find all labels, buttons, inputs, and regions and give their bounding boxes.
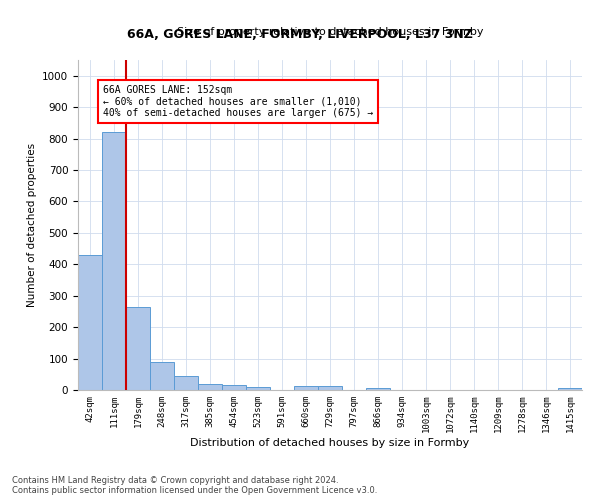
Text: Contains HM Land Registry data © Crown copyright and database right 2024.: Contains HM Land Registry data © Crown c… xyxy=(12,476,338,485)
Bar xyxy=(102,132,126,390)
Y-axis label: Number of detached properties: Number of detached properties xyxy=(26,143,37,307)
Bar xyxy=(222,386,246,390)
Bar xyxy=(126,306,150,390)
Bar xyxy=(78,255,102,390)
Bar xyxy=(246,387,270,390)
X-axis label: Distribution of detached houses by size in Formby: Distribution of detached houses by size … xyxy=(190,438,470,448)
Title: Size of property relative to detached houses in Formby: Size of property relative to detached ho… xyxy=(177,27,483,37)
Bar xyxy=(318,386,342,390)
Bar xyxy=(198,384,222,390)
Text: 66A, GORES LANE, FORMBY, LIVERPOOL, L37 3NZ: 66A, GORES LANE, FORMBY, LIVERPOOL, L37 … xyxy=(127,28,473,40)
Bar xyxy=(558,388,582,390)
Bar xyxy=(294,386,318,390)
Bar xyxy=(174,376,198,390)
Text: Contains public sector information licensed under the Open Government Licence v3: Contains public sector information licen… xyxy=(12,486,377,495)
Bar xyxy=(150,362,174,390)
Bar xyxy=(366,388,390,390)
Text: 66A GORES LANE: 152sqm
← 60% of detached houses are smaller (1,010)
40% of semi-: 66A GORES LANE: 152sqm ← 60% of detached… xyxy=(103,85,373,118)
